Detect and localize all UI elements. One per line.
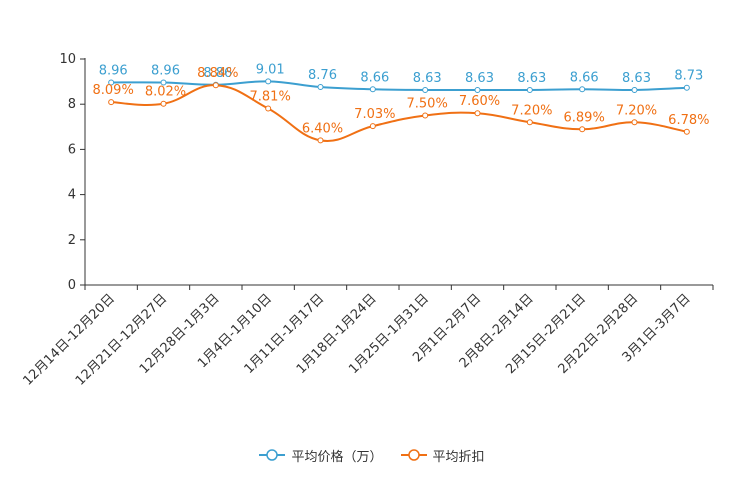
series-0-point-7 [474, 86, 481, 93]
series-1-label-11: 6.78% [668, 113, 709, 128]
y-tick-label-1: 2 [68, 233, 76, 248]
series-0-label-7: 8.63 [465, 71, 494, 86]
series-1-label-10: 7.20% [616, 103, 657, 118]
series-1-label-8: 7.20% [511, 103, 552, 118]
series-0-point-0 [108, 79, 115, 86]
x-tick-label-1: 12月21日-12月27日 [73, 291, 170, 388]
series-0-point-3 [265, 78, 272, 85]
series-0-label-9: 8.66 [570, 70, 599, 85]
series-1-label-7: 7.60% [459, 94, 500, 109]
y-tick-label-5: 10 [59, 52, 76, 67]
series-1-label-2: 8.84% [197, 66, 238, 81]
series-line-1 [111, 84, 688, 142]
series-1-point-1 [160, 100, 167, 107]
line-chart: 024681012月14日-12月20日12月21日-12月27日12月28日-… [21, 52, 714, 389]
series-0-label-8: 8.63 [517, 71, 546, 86]
legend-item-price[interactable]: 平均价格（万） [259, 446, 383, 465]
legend-price-label: 平均价格（万） [291, 449, 383, 465]
series-1-point-5 [369, 123, 376, 130]
series-0-point-11 [683, 84, 690, 91]
series-0-point-9 [579, 86, 586, 93]
series-0-point-5 [369, 86, 376, 93]
series-1-point-0 [108, 99, 115, 106]
legend: 平均价格（万） 平均折扣 [0, 444, 744, 466]
series-0-label-6: 8.63 [413, 71, 442, 86]
series-0-point-10 [631, 86, 638, 93]
series-0-label-4: 8.76 [308, 68, 337, 83]
series-0-label-1: 8.96 [151, 64, 180, 79]
y-tick-label-0: 0 [68, 278, 76, 293]
series-1-point-4 [317, 137, 324, 144]
series-0-label-0: 8.96 [99, 64, 128, 79]
series-0-point-6 [422, 86, 429, 93]
series-0-label-11: 8.73 [674, 69, 703, 84]
series-0-label-2: 8.86 [203, 66, 232, 81]
legend-discount-label: 平均折扣 [432, 449, 485, 465]
x-tick-label-0: 12月14日-12月20日 [21, 291, 118, 388]
series-0-point-1 [160, 79, 167, 86]
series-1-point-8 [526, 119, 533, 126]
series-1-point-7 [474, 110, 481, 117]
series-0-point-4 [317, 84, 324, 91]
series-1-label-6: 7.50% [407, 97, 448, 112]
series-1-point-2 [212, 82, 219, 89]
y-tick-label-2: 4 [68, 188, 76, 203]
series-1-point-6 [422, 112, 429, 119]
legend-item-discount[interactable]: 平均折扣 [400, 446, 485, 465]
series-1-label-3: 7.81% [250, 89, 291, 104]
series-1-label-0: 8.09% [93, 83, 134, 98]
series-1-point-11 [683, 128, 690, 135]
y-tick-label-4: 8 [68, 97, 76, 112]
series-0-label-10: 8.63 [622, 71, 651, 86]
series-0-point-8 [526, 86, 533, 93]
series-1-label-5: 7.03% [354, 107, 395, 122]
series-1-point-9 [579, 126, 586, 133]
series-1-point-3 [265, 105, 272, 112]
legend-price-symbol [259, 449, 286, 461]
series-1-label-4: 6.40% [302, 121, 343, 136]
y-tick-label-3: 6 [68, 142, 76, 157]
legend-discount-symbol [400, 449, 427, 461]
series-1-point-10 [631, 119, 638, 126]
series-1-label-9: 6.89% [564, 110, 605, 125]
series-0-label-5: 8.66 [360, 70, 389, 85]
series-0-label-3: 9.01 [256, 62, 285, 77]
series-1-label-1: 8.02% [145, 85, 186, 100]
